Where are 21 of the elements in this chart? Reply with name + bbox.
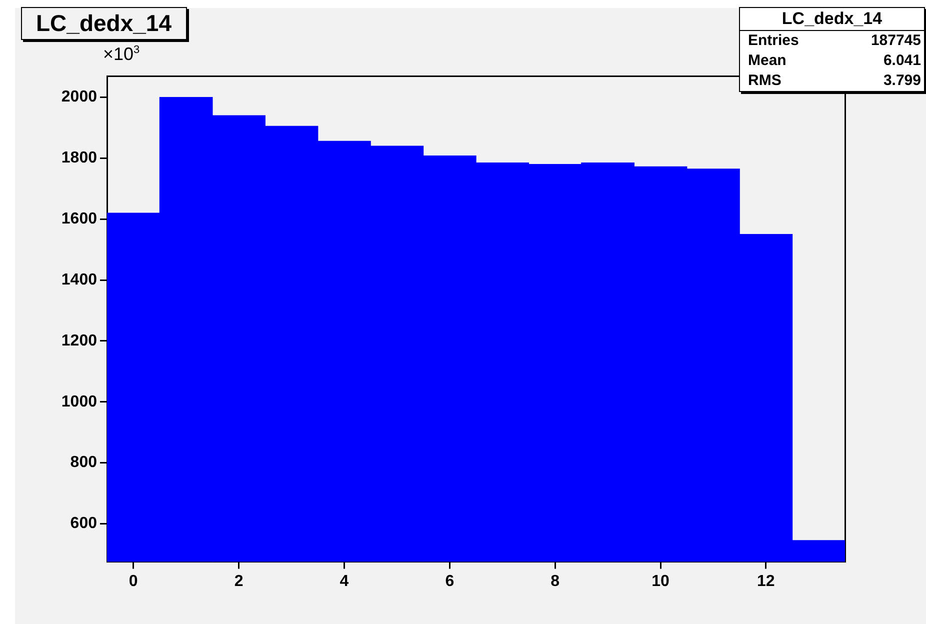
y-tick-label: 800 (70, 454, 98, 472)
chart-title: LC_dedx_14 (21, 7, 187, 40)
y-tick-label: 1800 (61, 150, 98, 167)
x-tick-label: 2 (234, 572, 244, 590)
x-tick-label: 8 (550, 572, 560, 590)
y-tick-label: 1000 (61, 393, 98, 410)
text: LC_dedx_14 (740, 8, 924, 31)
text: ×10$^{3}$ (103, 44, 140, 65)
x-tick-label: 10 (652, 572, 670, 590)
y-tick-label: 1600 (61, 210, 98, 228)
text: Entries 187745 (748, 32, 921, 49)
x-tick-label: 12 (757, 572, 775, 590)
text: RMS 3.799 (748, 72, 921, 89)
y-tick-label: 2000 (61, 88, 98, 106)
y-tick-label: 1400 (61, 271, 98, 288)
x-tick-label: 4 (340, 572, 349, 590)
y-tick-label: 1200 (61, 332, 98, 350)
y-tick-label: 600 (70, 515, 98, 532)
text: Mean 6.041 (748, 52, 921, 69)
x-tick-label: 0 (128, 572, 138, 590)
x-tick-label: 6 (445, 572, 454, 590)
